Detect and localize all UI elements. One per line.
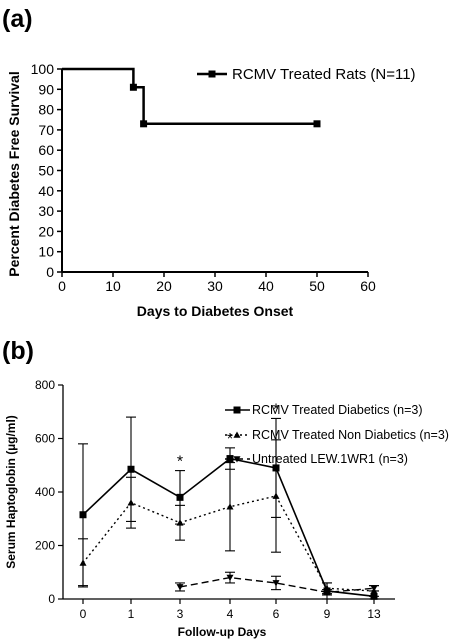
panel-a-axes: 0 10 20 30 40 50 60 70 80 90 100 0 10 20 30 40 50 60 (31, 61, 376, 294)
panel-a-x-tick-label: 10 (105, 278, 121, 294)
panel-a-y-tick-label: 20 (38, 223, 54, 239)
panel-b-data-point (176, 493, 184, 501)
panel-a-legend-label: RCMV Treated Rats (N=11) (232, 66, 416, 83)
panel-b-data-point (176, 584, 184, 591)
panel-b-x-tick-label: 13 (367, 607, 381, 621)
panel-a-x-tick-label: 40 (258, 278, 274, 294)
panel-a-y-axis-label: Percent Diabetes Free Survival (6, 71, 22, 276)
panel-b-data-point (272, 492, 280, 499)
panel-b-legend-label-2: RCMV Treated Non Diabetics (n=3) (252, 428, 449, 442)
panel-a-y-tick-label: 30 (38, 203, 54, 219)
panel-a-x-tick-label: 50 (309, 278, 325, 294)
panel-b-y-tick-label: 400 (35, 485, 55, 499)
panel-a-survival-line (62, 67, 317, 126)
panel-b-data-point (370, 585, 378, 592)
panel-b-x-tick-label: 0 (80, 607, 87, 621)
panel-a-y-tick-label: 60 (38, 142, 54, 158)
panel-a-data-point (313, 120, 321, 128)
panel-b-significance-marker: * (227, 431, 233, 448)
panel-a-y-tick-label: 80 (38, 102, 54, 118)
panel-a-x-axis-label: Days to Diabetes Onset (137, 303, 294, 319)
panel-b-data-point (226, 503, 234, 510)
panel-b-legend-label-3: Untreated LEW.1WR1 (n=3) (252, 452, 408, 466)
panel-a-y-tick-label: 100 (31, 61, 55, 77)
panel-a-series (62, 67, 321, 128)
panel-a-data-point (140, 120, 148, 128)
panel-b-x-axis-label: Follow-up Days (178, 625, 267, 639)
panel-b-significance-marker: * (273, 401, 279, 418)
panel-a-y-tick-label: 40 (38, 183, 54, 199)
panel-b-data-point (79, 559, 87, 566)
panel-a-y-tick-label: 10 (38, 244, 54, 260)
panel-b-x-tick-label: 3 (177, 607, 184, 621)
panel-b-legend-marker (233, 406, 241, 414)
panel-b-y-axis-label: Serum Haptoglobin (µg/ml) (4, 415, 18, 569)
panel-a-legend: RCMV Treated Rats (N=11) (197, 66, 416, 83)
panel-a-y-tick-label: 0 (46, 264, 54, 280)
panel-b-legend: RCMV Treated Diabetics (n=3) RCMV Treate… (225, 403, 449, 466)
panel-b-data-point (127, 499, 135, 506)
panel-b-legend-marker (233, 456, 241, 463)
panel-a-y-tick-label: 50 (38, 163, 54, 179)
panel-a-x-tick-label: 20 (156, 278, 172, 294)
panel-b-legend-marker (233, 431, 241, 438)
panel-b-series-line (179, 576, 375, 594)
panel-a-x-tick-label: 0 (58, 278, 66, 294)
panel-a-x-tick-label: 60 (360, 278, 376, 294)
panel-b-x-tick-label: 9 (324, 607, 331, 621)
panel-b-annotations: * * * (177, 401, 279, 470)
panel-b-data-point (272, 580, 280, 587)
panel-b-y-tick-label: 600 (35, 432, 55, 446)
panel-b-series-2 (78, 439, 379, 597)
panel-a-data-point (129, 83, 137, 91)
panel-a-label: (a) (2, 5, 33, 33)
panel-b-data-point (176, 519, 184, 526)
panel-b-y-tick-label: 0 (48, 592, 55, 606)
panel-b-label: (b) (2, 337, 34, 365)
panel-b-x-tick-label: 1 (128, 607, 135, 621)
panel-a-y-tick-label: 90 (38, 81, 54, 97)
panel-b-data-point (79, 511, 87, 519)
panel-b-x-tick-label: 4 (227, 607, 234, 621)
panel-a-x-tick-label: 30 (207, 278, 223, 294)
panel-b-data-point (226, 574, 234, 582)
panel-b-y-tick-label: 800 (35, 378, 55, 392)
panel-b-series-3 (175, 571, 379, 596)
panel-b-data-point (127, 465, 135, 473)
panel-b-y-tick-label: 200 (35, 539, 55, 553)
panel-b-data-point (323, 589, 331, 596)
panel-b-x-tick-label: 6 (273, 607, 280, 621)
panel-b-significance-marker: * (177, 454, 183, 471)
panel-a-y-tick-label: 70 (38, 122, 54, 138)
panel-b-legend-label-1: RCMV Treated Diabetics (n=3) (252, 403, 423, 417)
panel-a-legend-marker (208, 70, 216, 78)
